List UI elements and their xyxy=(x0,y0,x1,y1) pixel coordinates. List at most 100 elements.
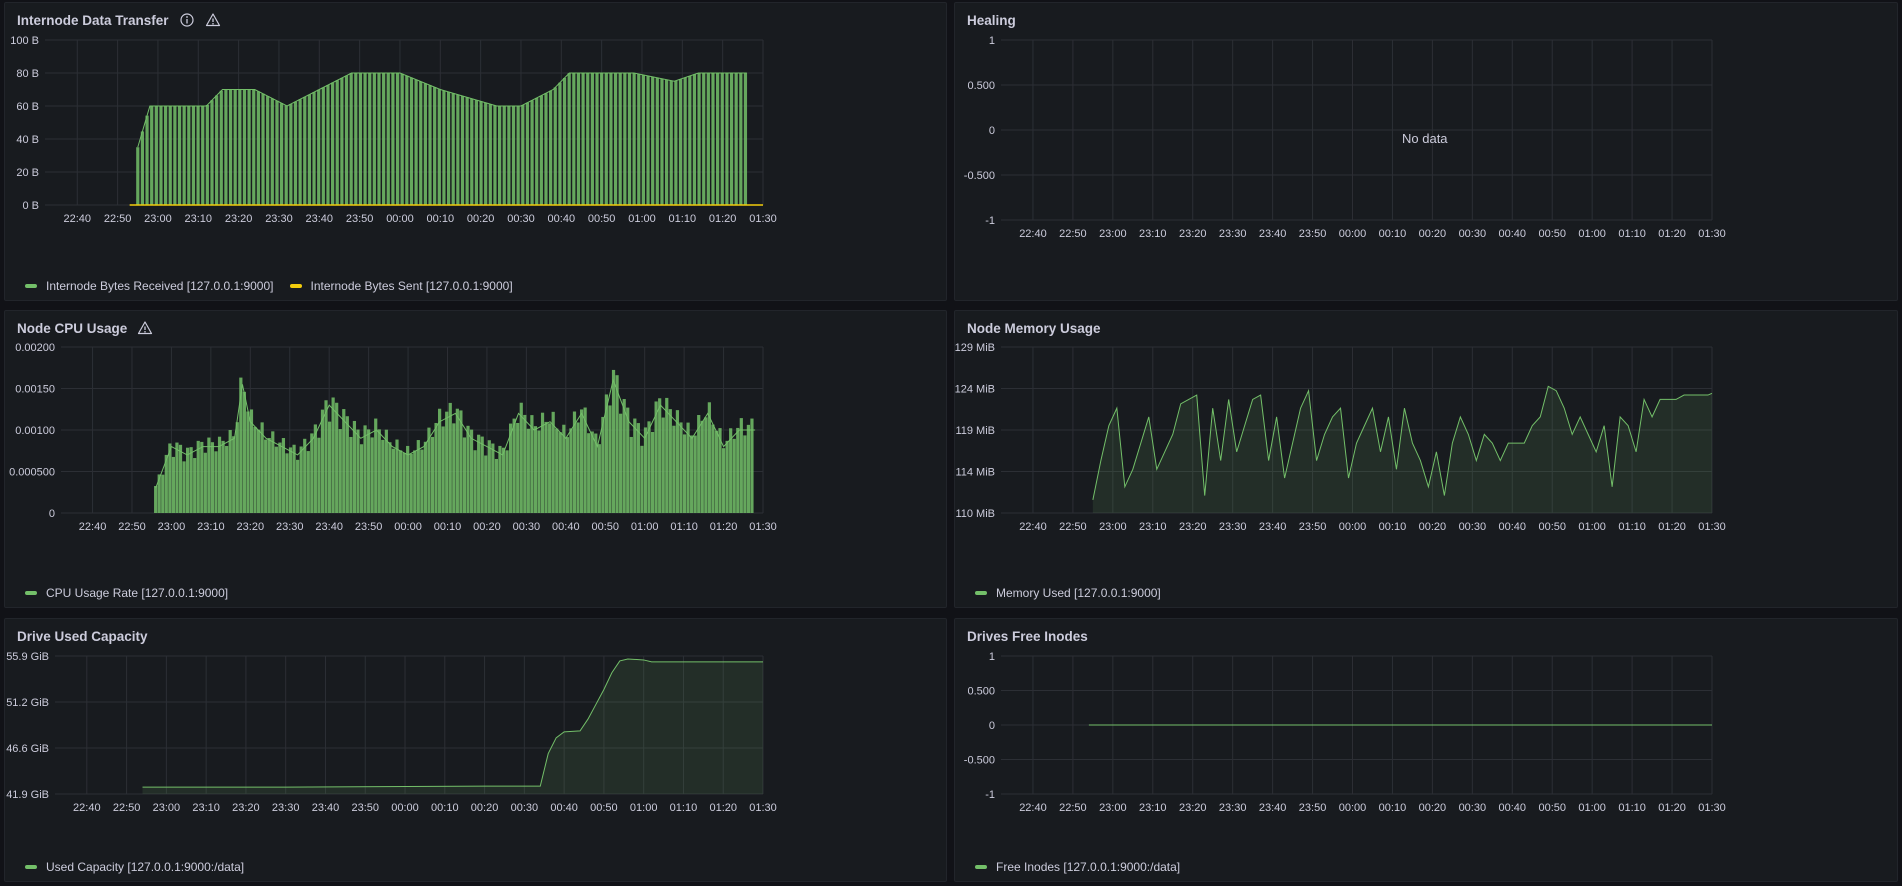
chart-bar xyxy=(651,76,655,206)
chart-bar xyxy=(743,73,748,205)
legend-swatch xyxy=(25,284,37,288)
x-tick-label: 23:10 xyxy=(1139,802,1167,814)
chart-bar xyxy=(523,414,527,513)
x-tick-label: 23:30 xyxy=(265,213,293,225)
chart-bar xyxy=(349,436,353,513)
chart-bar xyxy=(442,90,446,205)
chart-bar xyxy=(608,405,612,513)
x-tick-label: 00:00 xyxy=(1339,521,1367,533)
legend-item-memory[interactable]: Memory Used [127.0.0.1:9000] xyxy=(975,586,1161,600)
chart-bar xyxy=(714,430,719,513)
x-tick-label: 00:00 xyxy=(1339,802,1367,814)
chart-bar xyxy=(525,102,530,205)
chart-bar xyxy=(358,73,363,205)
legend-swatch xyxy=(975,591,987,595)
chart-bar xyxy=(217,436,222,513)
chart-bar xyxy=(516,422,520,513)
chart-bar xyxy=(702,73,706,205)
chart-bar xyxy=(679,422,683,513)
x-tick-label: 01:20 xyxy=(709,802,737,814)
chart-bar xyxy=(344,75,349,205)
chart-bar xyxy=(658,398,662,513)
panel-title[interactable]: Drives Free Inodes xyxy=(967,628,1088,644)
chart-bar xyxy=(519,402,523,513)
x-tick-label: 00:40 xyxy=(548,213,576,225)
y-tick-label: 0 xyxy=(989,125,995,137)
chart-bar xyxy=(321,87,325,205)
chart-bar xyxy=(746,424,751,513)
legend-label: Memory Used [127.0.0.1:9000] xyxy=(996,586,1161,600)
panel-title[interactable]: Node Memory Usage xyxy=(967,320,1101,336)
x-tick-label: 01:20 xyxy=(1658,521,1686,533)
chart-bar xyxy=(646,75,650,205)
x-tick-label: 23:20 xyxy=(1179,521,1207,533)
panel-title[interactable]: Healing xyxy=(967,12,1016,28)
x-tick-label: 00:10 xyxy=(431,802,459,814)
panel-header: Healing xyxy=(967,11,1016,29)
chart-bar xyxy=(704,417,708,513)
chart-bar xyxy=(721,448,726,513)
chart-bar xyxy=(736,427,740,513)
x-tick-label: 22:50 xyxy=(1059,228,1087,240)
chart-bar xyxy=(601,416,605,513)
chart-bar xyxy=(413,450,417,513)
x-tick-label: 23:10 xyxy=(192,802,220,814)
chart-bar xyxy=(187,106,191,205)
legend-label: CPU Usage Rate [127.0.0.1:9000] xyxy=(46,586,229,600)
panel-title[interactable]: Node CPU Usage xyxy=(17,320,128,336)
legend-swatch xyxy=(25,865,37,869)
legend: Used Capacity [127.0.0.1:9000:/data] xyxy=(25,860,244,874)
y-tick-label: 0.500 xyxy=(967,686,995,698)
x-tick-label: 23:30 xyxy=(1219,802,1247,814)
y-tick-label: 46.6 GiB xyxy=(6,743,49,755)
chart-bar xyxy=(707,402,711,513)
x-tick-label: 00:10 xyxy=(1379,228,1407,240)
panel-header: Drives Free Inodes xyxy=(967,627,1088,645)
chart-bar xyxy=(377,429,381,513)
chart-bar xyxy=(488,104,492,205)
x-tick-label: 00:10 xyxy=(427,213,455,225)
chart-bar xyxy=(219,90,223,205)
chart-bar xyxy=(743,435,747,513)
chart-bar xyxy=(419,81,423,205)
x-tick-label: 00:20 xyxy=(471,802,499,814)
chart-bar xyxy=(384,429,388,513)
legend-item-cpu[interactable]: CPU Usage Rate [127.0.0.1:9000] xyxy=(25,586,228,600)
chart-bar xyxy=(697,73,701,205)
chart-bar xyxy=(382,73,386,205)
legend-item-drive[interactable]: Used Capacity [127.0.0.1:9000:/data] xyxy=(25,860,244,874)
chart-bar xyxy=(207,437,211,513)
x-tick-label: 23:20 xyxy=(1179,228,1207,240)
x-tick-label: 23:20 xyxy=(237,521,265,533)
chart-bar xyxy=(613,73,618,205)
chart-bar xyxy=(470,98,474,205)
x-tick-label: 23:10 xyxy=(1139,521,1167,533)
chart-bar xyxy=(498,445,502,513)
x-tick-label: 23:30 xyxy=(1219,228,1247,240)
panel-title[interactable]: Internode Data Transfer xyxy=(17,12,169,28)
chart-bar xyxy=(750,418,754,513)
chart-bar xyxy=(228,429,232,513)
chart-bar xyxy=(388,442,392,513)
x-tick-label: 22:50 xyxy=(1059,802,1087,814)
legend-swatch xyxy=(975,865,987,869)
chart-bar xyxy=(569,428,573,513)
x-tick-label: 23:40 xyxy=(1259,228,1287,240)
legend-item-sent[interactable]: Internode Bytes Sent [127.0.0.1:9000] xyxy=(289,279,513,293)
chart-bar xyxy=(465,97,469,205)
legend-item-inodes[interactable]: Free Inodes [127.0.0.1:9000:/data] xyxy=(975,860,1180,874)
chart-bar xyxy=(368,73,372,205)
chart-bar xyxy=(193,458,197,513)
legend-item-received[interactable]: Internode Bytes Received [127.0.0.1:9000… xyxy=(25,279,274,293)
y-tick-label: 40 B xyxy=(16,134,39,146)
warning-icon[interactable] xyxy=(205,12,221,28)
x-tick-label: 22:40 xyxy=(1019,228,1047,240)
warning-icon[interactable] xyxy=(137,320,153,336)
legend: Memory Used [127.0.0.1:9000] xyxy=(975,586,1161,600)
chart-bar xyxy=(678,79,683,205)
info-icon[interactable] xyxy=(179,12,195,28)
panel-title[interactable]: Drive Used Capacity xyxy=(17,628,148,644)
chart-bar xyxy=(416,440,420,513)
x-tick-label: 00:30 xyxy=(1459,521,1487,533)
x-tick-label: 01:00 xyxy=(630,802,658,814)
